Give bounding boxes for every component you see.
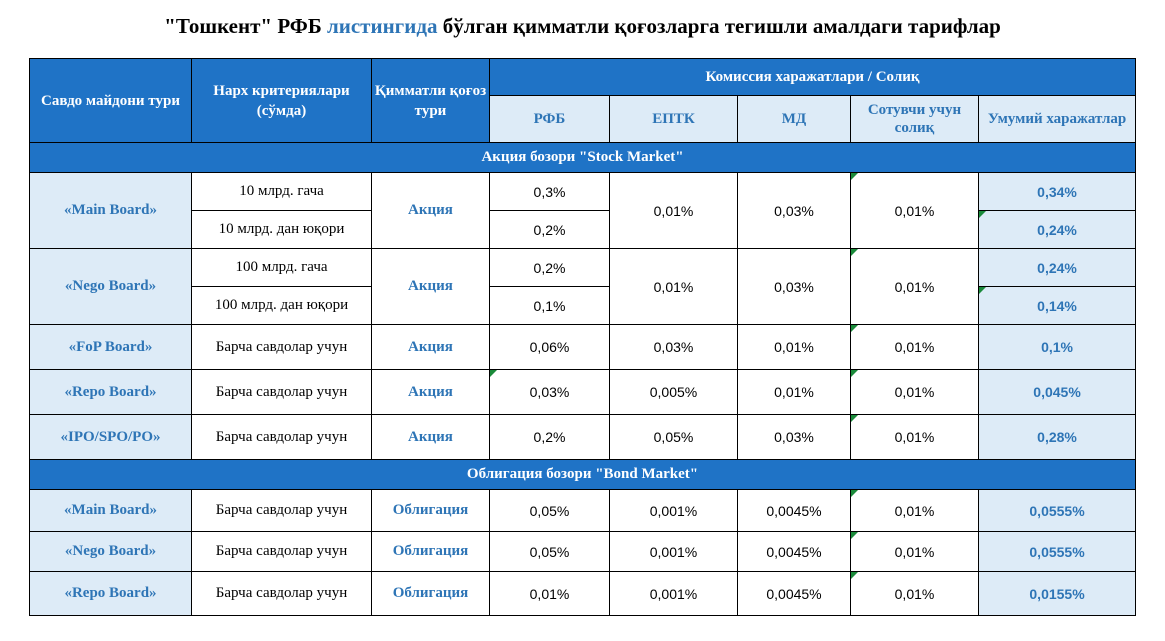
title-highlight: листингида: [326, 14, 438, 38]
security-type: Акция: [371, 369, 490, 415]
rfb-value: 0,06%: [489, 324, 610, 370]
rfb-value: 0,2%: [489, 210, 610, 249]
tax-value: 0,01%: [850, 324, 979, 370]
table-row: «Repo Board» Барча савдолар учун Облигац…: [29, 571, 1137, 616]
header-tax: Сотувчи учун солиқ: [850, 95, 979, 143]
section-bond-market: Облигация бозори "Bond Market": [28, 459, 1137, 490]
table-row: «Nego Board» 100 млрд. гача Акция 0,2% 0…: [29, 248, 1137, 325]
table-row: «Main Board» Барча савдолар учун Облигац…: [29, 489, 1137, 532]
tax-value: 0,01%: [850, 414, 979, 460]
price-criteria: 100 млрд. гача: [191, 248, 372, 287]
tariff-table: Савдо майдони тури Нарх критериялари (сў…: [28, 58, 1137, 616]
total-value: 0,24%: [977, 210, 1137, 249]
security-type: Акция: [371, 324, 490, 370]
header-commission: Комиссия харажатлари / Солиқ: [488, 58, 1137, 96]
header-md: МД: [737, 95, 851, 143]
eptk-value: 0,03%: [609, 324, 738, 370]
tax-value: 0,01%: [850, 369, 979, 415]
section-stock-market: Акция бозори "Stock Market": [28, 142, 1137, 173]
total-value: 0,0555%: [977, 489, 1137, 532]
total-value: 0,1%: [977, 324, 1137, 370]
tax-value: 0,01%: [850, 531, 979, 572]
security-type: Облигация: [371, 489, 490, 532]
tax-value: 0,01%: [850, 172, 979, 249]
board-name: «Repo Board»: [29, 369, 192, 415]
price-criteria: Барча савдолар учун: [191, 414, 372, 460]
header-total: Умумий харажатлар: [977, 95, 1137, 143]
table-row: «IPO/SPO/PO» Барча савдолар учун Акция 0…: [29, 414, 1137, 460]
security-type: Акция: [371, 172, 490, 249]
rfb-value: 0,01%: [489, 571, 610, 616]
title-part-3: бўлган қимматли қоғозларга тегишли амалд…: [437, 14, 1001, 38]
board-name: «Main Board»: [29, 489, 192, 532]
security-type: Облигация: [371, 571, 490, 616]
eptk-value: 0,001%: [609, 571, 738, 616]
board-name: «Repo Board»: [29, 571, 192, 616]
eptk-value: 0,001%: [609, 489, 738, 532]
total-value: 0,045%: [977, 369, 1137, 415]
total-value: 0,0555%: [977, 531, 1137, 572]
rfb-value: 0,03%: [489, 369, 610, 415]
md-value: 0,01%: [737, 369, 851, 415]
total-value: 0,0155%: [977, 571, 1137, 616]
board-name: «Nego Board»: [29, 531, 192, 572]
price-criteria: 10 млрд. гача: [191, 172, 372, 211]
board-name: «IPO/SPO/PO»: [29, 414, 192, 460]
header-rfb: РФБ: [489, 95, 610, 143]
table-row: 100 млрд. дан юқори 0,1% 0,14%: [30, 286, 1137, 325]
price-criteria: 10 млрд. дан юқори: [191, 210, 372, 249]
table-row: «Nego Board» Барча савдолар учун Облигац…: [29, 531, 1137, 572]
tax-value: 0,01%: [850, 571, 979, 616]
header-price-criteria: Нарх критериялари (сўмда): [191, 58, 372, 143]
total-value: 0,24%: [977, 248, 1137, 287]
rfb-value: 0,05%: [489, 489, 610, 532]
tax-value: 0,01%: [850, 248, 979, 325]
section-row-bond: Облигация бозори "Bond Market": [28, 459, 1137, 490]
header-row-1: Савдо майдони тури Нарх критериялари (сў…: [29, 58, 1137, 143]
price-criteria: 100 млрд. дан юқори: [191, 286, 372, 325]
price-criteria: Барча савдолар учун: [191, 369, 372, 415]
eptk-value: 0,001%: [609, 531, 738, 572]
table-row: «FoP Board» Барча савдолар учун Акция 0,…: [29, 324, 1137, 370]
rfb-value: 0,2%: [489, 414, 610, 460]
md-value: 0,0045%: [737, 531, 851, 572]
eptk-value: 0,005%: [609, 369, 738, 415]
md-value: 0,0045%: [737, 489, 851, 532]
md-value: 0,03%: [737, 248, 851, 325]
md-value: 0,0045%: [737, 571, 851, 616]
eptk-value: 0,01%: [609, 248, 738, 325]
board-name: «Main Board»: [29, 172, 192, 249]
header-platform: Савдо майдони тури: [29, 58, 192, 143]
board-name: «Nego Board»: [29, 248, 192, 325]
eptk-value: 0,01%: [609, 172, 738, 249]
security-type: Акция: [371, 414, 490, 460]
table-row: «Repo Board» Барча савдолар учун Акция 0…: [29, 369, 1137, 415]
price-criteria: Барча савдолар учун: [191, 489, 372, 532]
md-value: 0,01%: [737, 324, 851, 370]
header-eptk: ЕПТК: [609, 95, 738, 143]
table-row: «Main Board» 10 млрд. гача Акция 0,3% 0,…: [29, 172, 1137, 249]
price-criteria: Барча савдолар учун: [191, 531, 372, 572]
total-value: 0,14%: [977, 286, 1137, 325]
rfb-value: 0,05%: [489, 531, 610, 572]
md-value: 0,03%: [737, 414, 851, 460]
rfb-value: 0,1%: [489, 286, 610, 325]
section-row-stock: Акция бозори "Stock Market": [28, 142, 1137, 173]
tax-value: 0,01%: [850, 489, 979, 532]
rfb-value: 0,3%: [489, 172, 610, 211]
title-part-1: "Тошкент" РФБ: [164, 14, 327, 38]
md-value: 0,03%: [737, 172, 851, 249]
board-name: «FoP Board»: [29, 324, 192, 370]
header-row-2: РФБ ЕПТК МД Сотувчи учун солиқ Умумий ха…: [30, 95, 1137, 143]
header-security-type: Қимматли қоғоз тури: [371, 58, 490, 143]
rfb-value: 0,2%: [489, 248, 610, 287]
security-type: Облигация: [371, 531, 490, 572]
security-type: Акция: [371, 248, 490, 325]
eptk-value: 0,05%: [609, 414, 738, 460]
total-value: 0,28%: [977, 414, 1137, 460]
total-value: 0,34%: [977, 172, 1137, 211]
price-criteria: Барча савдолар учун: [191, 571, 372, 616]
price-criteria: Барча савдолар учун: [191, 324, 372, 370]
page-title: "Тошкент" РФБ листингида бўлган қимматли…: [0, 14, 1165, 39]
